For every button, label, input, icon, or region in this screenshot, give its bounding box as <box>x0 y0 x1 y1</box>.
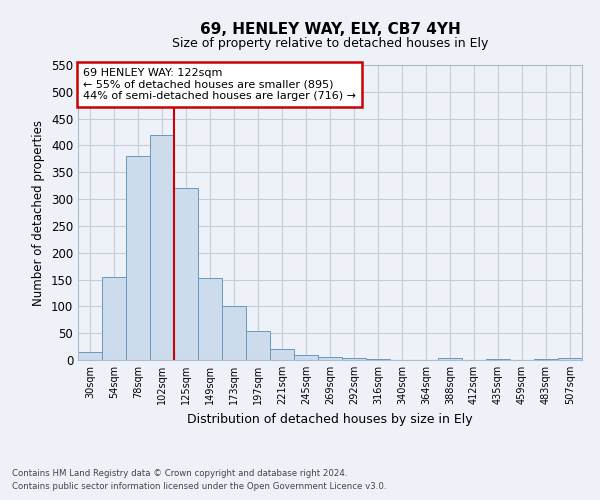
Bar <box>198 278 222 360</box>
Bar <box>486 359 510 360</box>
Bar <box>342 358 366 360</box>
X-axis label: Distribution of detached houses by size in Ely: Distribution of detached houses by size … <box>187 412 473 426</box>
Bar <box>318 358 342 360</box>
Text: Size of property relative to detached houses in Ely: Size of property relative to detached ho… <box>172 38 488 51</box>
Bar <box>150 134 174 360</box>
Bar <box>102 277 126 360</box>
Text: 69, HENLEY WAY, ELY, CB7 4YH: 69, HENLEY WAY, ELY, CB7 4YH <box>200 22 460 38</box>
Bar <box>126 156 150 360</box>
Bar <box>246 330 270 360</box>
Bar <box>534 359 558 360</box>
Bar <box>270 350 294 360</box>
Y-axis label: Number of detached properties: Number of detached properties <box>32 120 46 306</box>
Text: Contains public sector information licensed under the Open Government Licence v3: Contains public sector information licen… <box>12 482 386 491</box>
Bar <box>174 188 198 360</box>
Bar <box>294 354 318 360</box>
Text: 69 HENLEY WAY: 122sqm
← 55% of detached houses are smaller (895)
44% of semi-det: 69 HENLEY WAY: 122sqm ← 55% of detached … <box>83 68 356 101</box>
Bar <box>78 352 102 360</box>
Bar <box>222 306 246 360</box>
Text: Contains HM Land Registry data © Crown copyright and database right 2024.: Contains HM Land Registry data © Crown c… <box>12 468 347 477</box>
Bar <box>366 359 390 360</box>
Bar <box>558 358 582 360</box>
Bar <box>438 358 462 360</box>
